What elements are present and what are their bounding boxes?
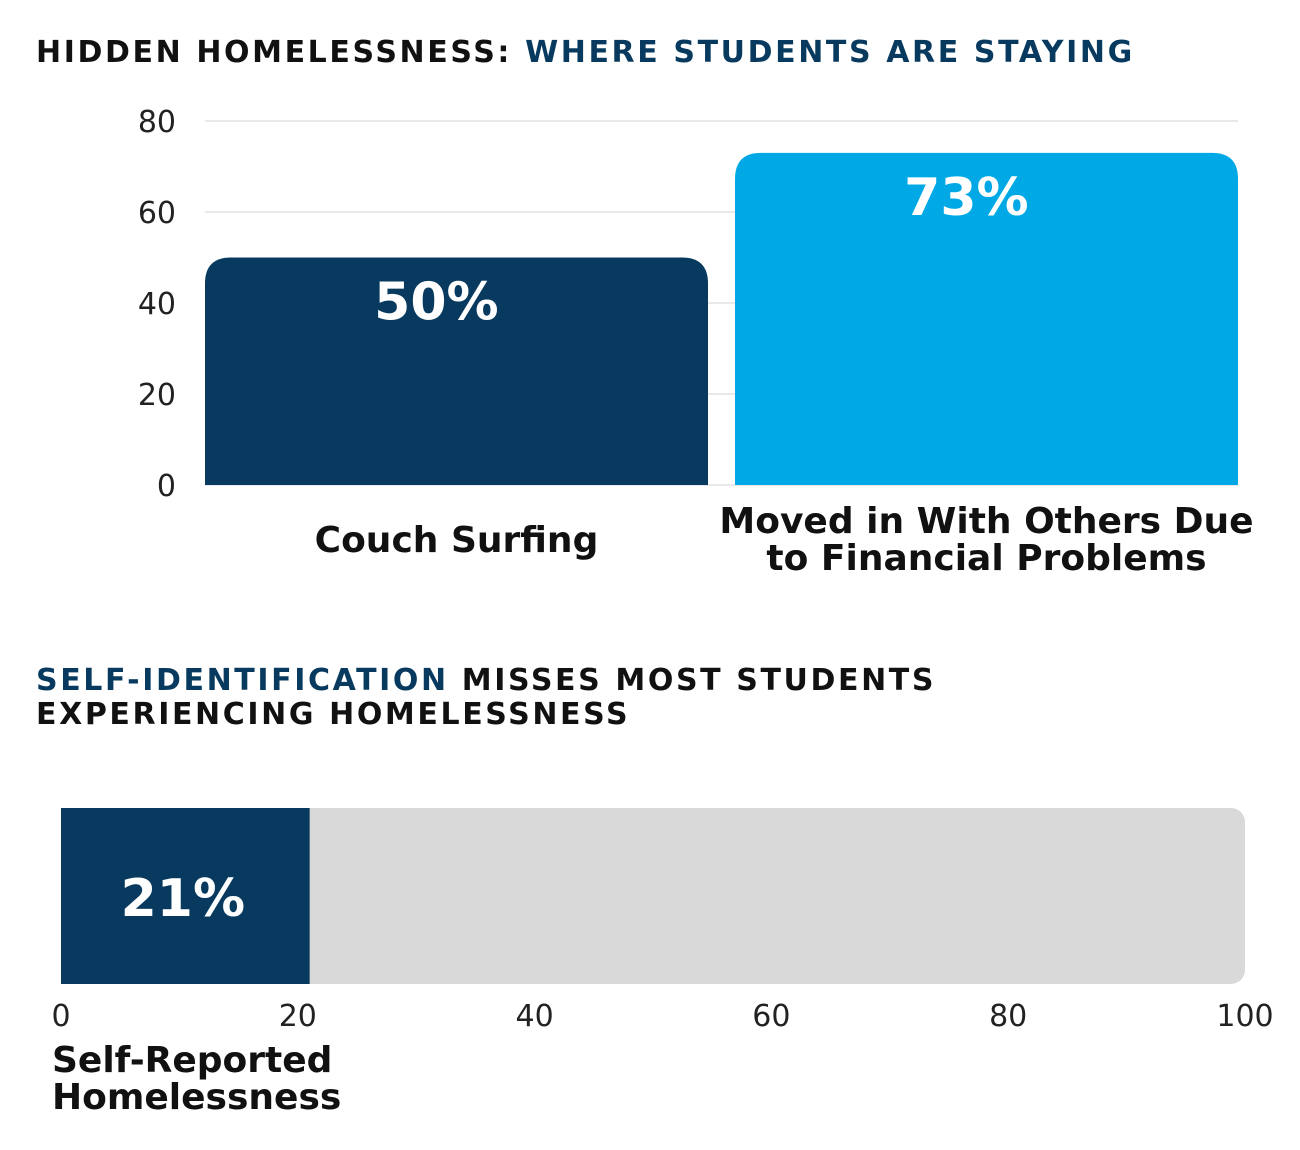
bar bbox=[205, 257, 708, 485]
y-tick-label: 20 bbox=[138, 378, 176, 413]
x-tick-label: 60 bbox=[752, 999, 790, 1034]
x-tick-label: 20 bbox=[279, 999, 317, 1034]
chart2-title-part2: MISSES MOST STUDENTS bbox=[448, 663, 937, 698]
bar bbox=[735, 152, 1238, 485]
y-tick-label: 0 bbox=[157, 469, 176, 504]
y-tick-label: 80 bbox=[138, 105, 176, 140]
y-tick-label: 60 bbox=[138, 196, 176, 231]
category-label: Couch Surfing bbox=[315, 520, 599, 561]
category-label: Moved in With Others Due bbox=[719, 501, 1253, 542]
category-label: to Financial Problems bbox=[766, 538, 1206, 579]
chart1-title-part2: WHERE STUDENTS ARE STAYING bbox=[525, 35, 1135, 70]
chart2-title-part1: SELF-IDENTIFICATION bbox=[36, 663, 449, 698]
vertical-bar-chart: 0 20 40 60 80 50% Couch Surfing 73% Moved in Wit… bbox=[138, 105, 1254, 579]
bar-value-label: 50% bbox=[374, 273, 498, 333]
bar-track bbox=[61, 808, 1245, 984]
bar-fill bbox=[61, 808, 310, 984]
bar-category-label: Homelessness bbox=[52, 1077, 341, 1118]
x-tick-label: 100 bbox=[1216, 999, 1273, 1034]
chart1-title-part1: HIDDEN HOMELESSNESS: bbox=[36, 35, 526, 70]
chart2-title: SELF-IDENTIFICATION MISSES MOST STUDENTS… bbox=[36, 664, 936, 732]
chart1-title: HIDDEN HOMELESSNESS: WHERE STUDENTS ARE … bbox=[36, 36, 1135, 70]
y-tick-label: 40 bbox=[138, 287, 176, 322]
x-tick-label: 40 bbox=[516, 999, 554, 1034]
bar-value-label: 73% bbox=[904, 168, 1028, 228]
bar-category-label: Self-Reported bbox=[52, 1040, 332, 1081]
bar-value-label: 21% bbox=[121, 869, 245, 929]
x-tick-label: 80 bbox=[989, 999, 1027, 1034]
x-tick-label: 0 bbox=[51, 999, 70, 1034]
chart2-title-part3: EXPERIENCING HOMELESSNESS bbox=[36, 697, 631, 732]
